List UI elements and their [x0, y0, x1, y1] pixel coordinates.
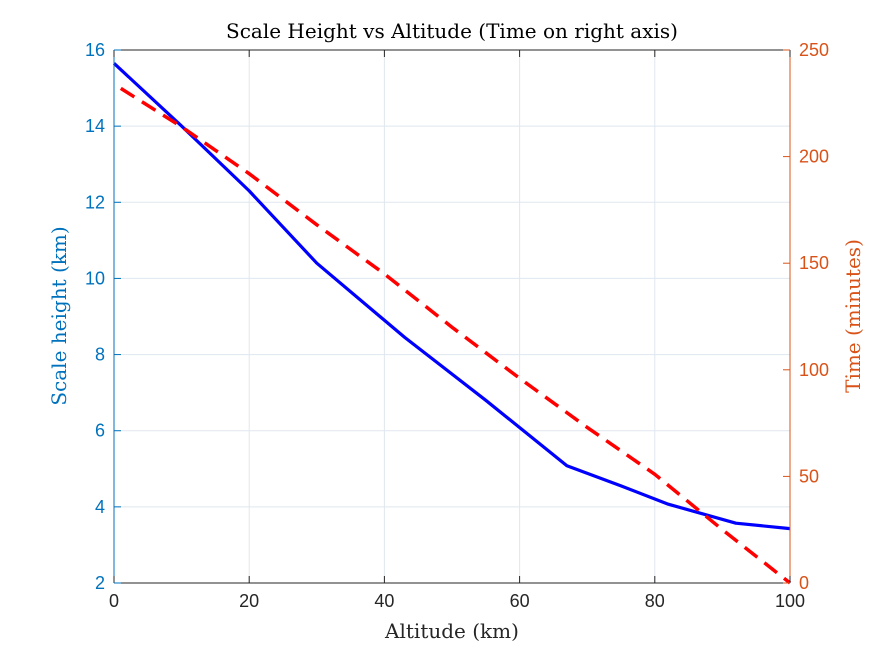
- ticks: 0 20 40 60 80 100 2 4 6 8 10 12 14 16 0 50 100 150 200 250: [85, 40, 829, 611]
- time-series-line: [119, 86, 792, 585]
- chart-title: Scale Height vs Altitude (Time on right …: [226, 19, 678, 43]
- axes: [113, 49, 791, 584]
- left-y-axis-label: Scale height (km): [47, 226, 71, 405]
- x-tick-label: 40: [374, 591, 394, 611]
- x-tick-label: 60: [510, 591, 530, 611]
- right-y-tick-label: 200: [799, 147, 829, 167]
- x-axis-label: Altitude (km): [384, 619, 519, 643]
- left-y-tick-label: 4: [95, 497, 105, 517]
- series-layer: [112, 62, 792, 585]
- left-y-tick-label: 14: [85, 116, 105, 136]
- left-y-tick-label: 2: [95, 573, 105, 593]
- left-y-tick-label: 16: [85, 40, 105, 60]
- scale-height-series-line: [112, 62, 791, 531]
- x-tick-label: 0: [109, 591, 119, 611]
- right-y-tick-label: 150: [799, 253, 829, 273]
- x-tick-label: 80: [645, 591, 665, 611]
- right-y-tick-label: 50: [799, 466, 819, 486]
- x-tick-label: 100: [775, 591, 805, 611]
- right-y-tick-label: 0: [799, 573, 809, 593]
- right-y-tick-label: 100: [799, 360, 829, 380]
- left-y-tick-label: 6: [95, 421, 105, 441]
- right-y-axis-label: Time (minutes): [841, 239, 865, 393]
- right-y-tick-label: 250: [799, 40, 829, 60]
- left-y-tick-label: 12: [85, 192, 105, 212]
- x-tick-label: 20: [239, 591, 259, 611]
- left-y-tick-label: 8: [95, 345, 105, 365]
- left-y-tick-label: 10: [85, 268, 105, 288]
